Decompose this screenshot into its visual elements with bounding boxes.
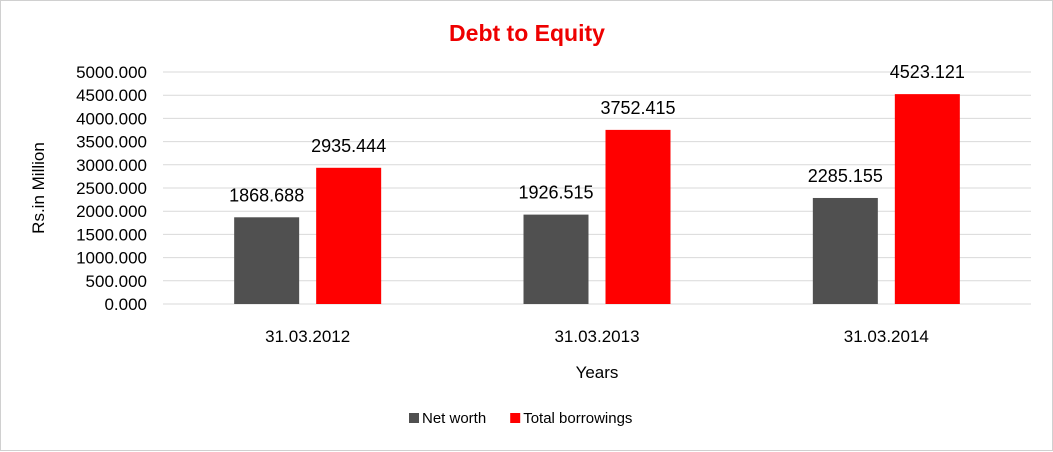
chart-title: Debt to Equity	[449, 20, 605, 46]
x-axis-title: Years	[576, 363, 619, 382]
data-label: 3752.415	[600, 98, 675, 118]
y-tick-label: 2500.000	[76, 179, 147, 198]
y-tick-label: 5000.000	[76, 63, 147, 82]
bar	[894, 94, 960, 304]
x-tick-label: 31.03.2013	[554, 327, 639, 346]
data-label: 2285.155	[808, 166, 883, 186]
y-tick-label: 3500.000	[76, 133, 147, 152]
legend-swatch	[409, 413, 419, 423]
bar	[234, 217, 300, 304]
legend-label: Total borrowings	[523, 410, 632, 427]
legend-swatch	[510, 413, 521, 423]
y-tick-label: 1500.000	[76, 225, 147, 244]
y-tick-label: 1000.000	[76, 249, 147, 268]
bar	[605, 129, 671, 304]
y-tick-label: 4000.000	[76, 109, 147, 128]
y-tick-label: 2000.000	[76, 202, 147, 221]
y-tick-label: 3000.000	[76, 156, 147, 175]
y-axis-title: Rs.in Million	[29, 142, 48, 234]
x-tick-label: 31.03.2014	[844, 327, 929, 346]
data-label: 2935.444	[311, 136, 386, 156]
bar	[316, 167, 382, 304]
data-labels: 1868.688 2935.444 1926.515 3752.415 2285.155…	[229, 62, 965, 205]
data-label: 4523.121	[890, 62, 965, 82]
data-label: 1868.688	[229, 185, 304, 205]
y-tick-label: 0.000	[104, 295, 147, 314]
bar	[812, 197, 878, 304]
legend: Net worth Total borrowings	[409, 410, 632, 427]
gridlines	[163, 71, 1031, 305]
bars	[234, 94, 960, 304]
legend-label: Net worth	[422, 410, 486, 427]
y-tick-label: 4500.000	[76, 86, 147, 105]
y-tick-label: 500.000	[86, 272, 147, 291]
bar	[523, 214, 589, 304]
x-axis-ticks: 31.03.2012 31.03.2013 31.03.2014	[265, 327, 929, 346]
x-tick-label: 31.03.2012	[265, 327, 350, 346]
y-axis-ticks: 0.000 500.000 1000.000 1500.000 2000.000 2500…	[76, 63, 147, 314]
data-label: 1926.515	[518, 183, 593, 203]
